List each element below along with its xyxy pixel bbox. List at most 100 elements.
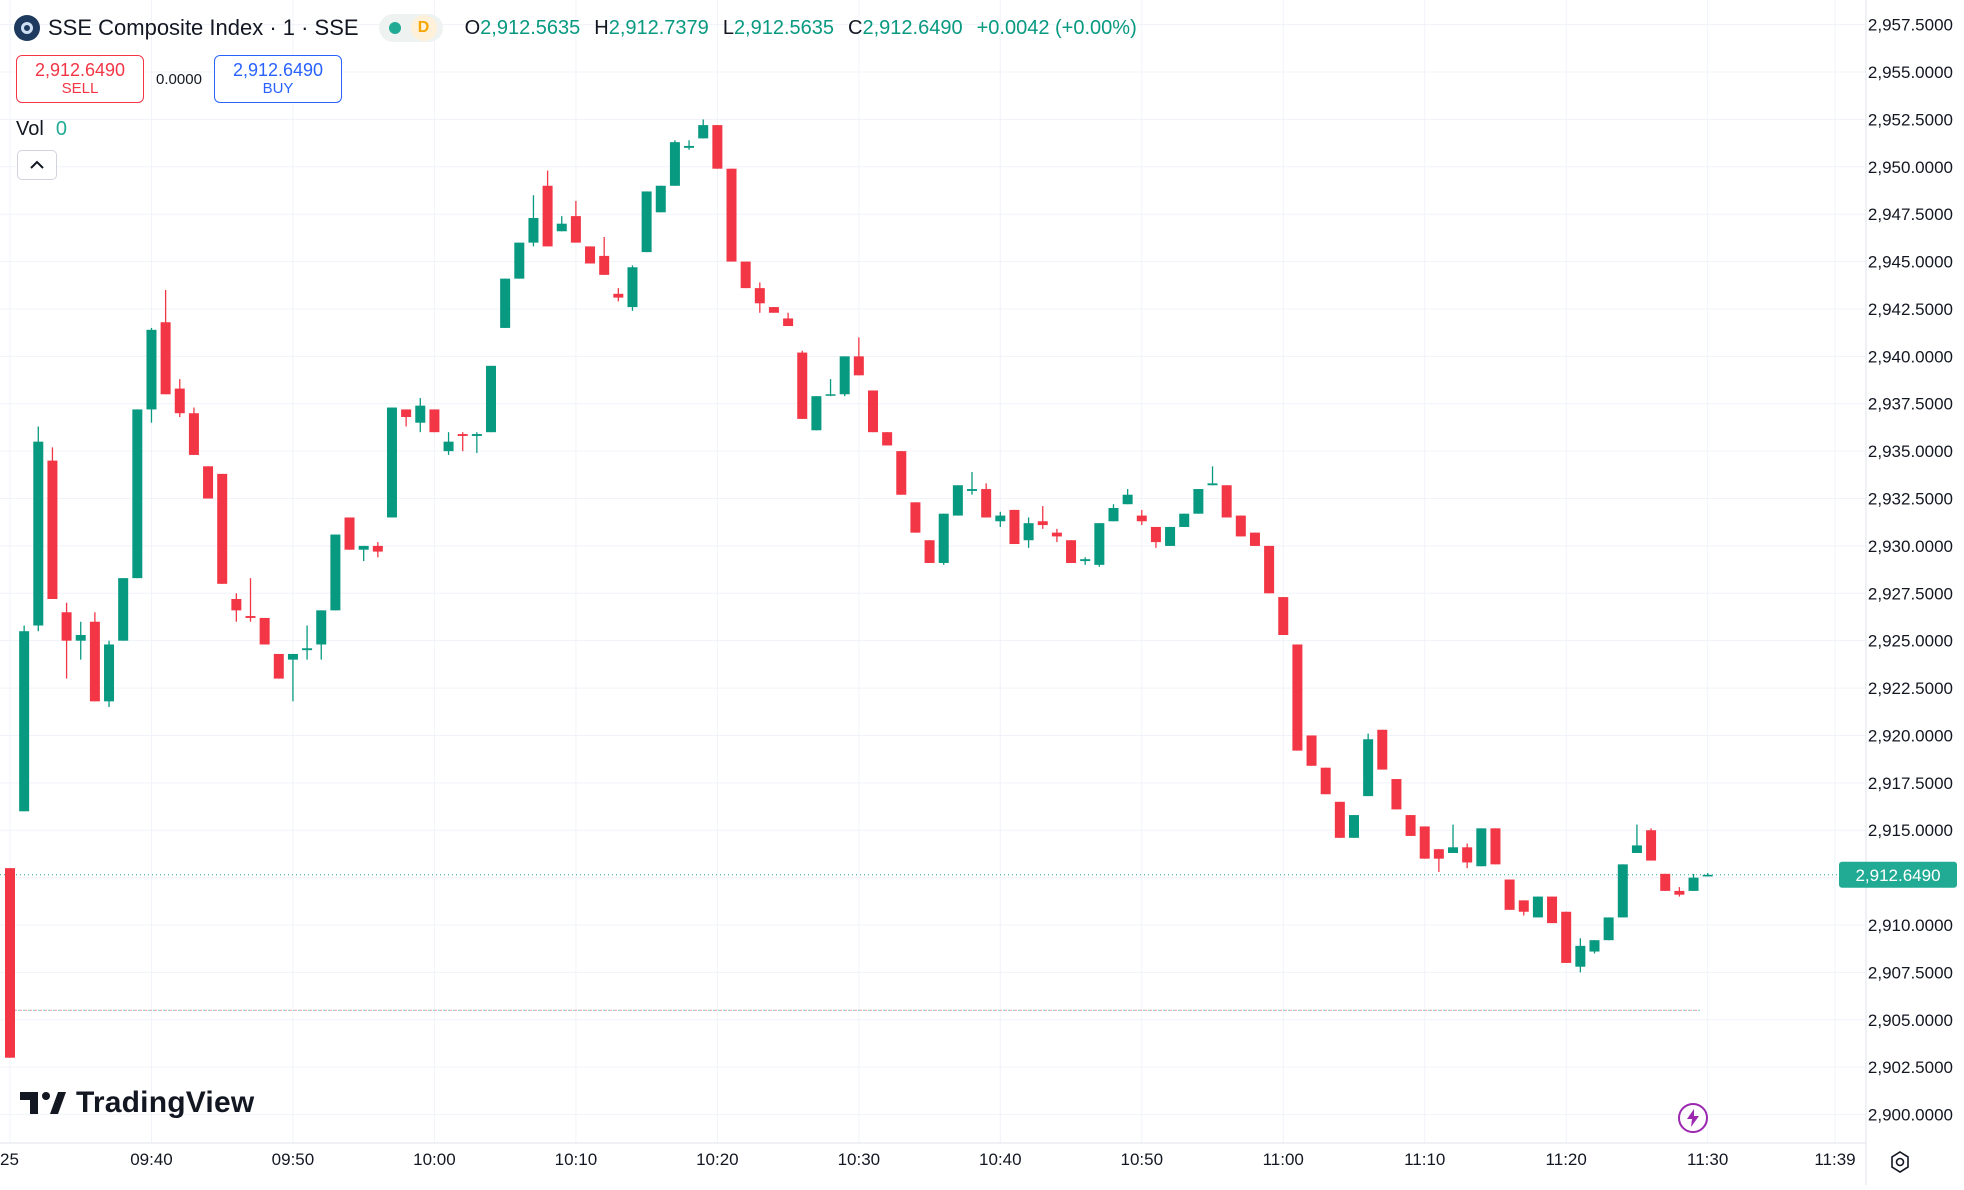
y-tick-label: 2,947.5000 <box>1868 205 1953 224</box>
candle-body <box>797 352 808 419</box>
candle-down <box>1051 528 1062 543</box>
market-status[interactable]: D <box>378 14 443 42</box>
candle-body <box>1165 526 1176 546</box>
candle-down <box>599 236 610 275</box>
candle-body <box>5 868 15 1058</box>
y-tick-label: 2,917.5000 <box>1868 774 1953 793</box>
candle-body <box>1080 559 1091 562</box>
reference-lines <box>0 874 1866 1011</box>
price-axis[interactable]: 2,900.0000 2,902.5000 2,905.0000 2,907.5000… <box>1839 0 1964 1185</box>
volume-legend[interactable]: Vol 0 <box>16 118 67 141</box>
trade-panel: 2,912.6490 SELL 0.0000 2,912.6490 BUY <box>16 55 342 103</box>
candle-up <box>967 471 978 495</box>
sell-price: 2,912.6490 <box>34 60 126 80</box>
candle-body <box>1433 849 1444 859</box>
flash-button[interactable] <box>1678 1103 1708 1133</box>
candle-body <box>924 540 935 563</box>
candle-down <box>1264 545 1275 594</box>
candle-up <box>358 545 369 562</box>
candle-down <box>344 517 355 550</box>
candle-body <box>1405 815 1416 836</box>
symbol-icon[interactable] <box>14 15 40 41</box>
candle-down <box>740 261 751 289</box>
y-tick-label: 2,907.5000 <box>1868 963 1953 982</box>
candle-body <box>698 125 709 139</box>
candle-body <box>783 318 794 327</box>
candle-body <box>1334 801 1345 838</box>
y-tick-label: 2,927.5000 <box>1868 584 1953 603</box>
candle-body <box>1292 644 1303 751</box>
candle-up <box>287 653 298 702</box>
candle-body <box>1094 523 1105 565</box>
candle-body <box>726 168 737 262</box>
time-axis[interactable]: 25 09:40 09:50 10:00 10:10 10:20 10:30 10:40 10:… <box>0 1142 1866 1169</box>
candle-down <box>797 350 808 419</box>
settings-button[interactable] <box>1884 1146 1916 1178</box>
symbol-title[interactable]: SSE Composite Index · 1 · SSE <box>48 15 359 40</box>
candle-body <box>1674 890 1685 895</box>
candle-body <box>1051 532 1062 537</box>
y-tick-label: 2,915.0000 <box>1868 821 1953 840</box>
candle-body <box>146 329 157 410</box>
current-price-label: 2,912.6490 <box>1855 866 1940 885</box>
candle-body <box>768 307 779 313</box>
candle-body <box>1476 828 1487 867</box>
candle-down <box>89 612 100 702</box>
y-tick-label: 2,932.5000 <box>1868 490 1953 509</box>
ohlc-close-key: C <box>848 16 863 39</box>
tradingview-logo[interactable]: TradingView <box>20 1086 254 1120</box>
candle-up <box>825 379 836 397</box>
candle-down <box>273 653 284 679</box>
tradingview-logo-icon <box>20 1092 66 1114</box>
candle-body <box>1603 917 1614 941</box>
candle-body <box>302 648 313 651</box>
candle-body <box>570 216 581 243</box>
candle-down <box>174 379 185 418</box>
candle-up <box>1165 526 1176 546</box>
candle-up <box>1603 917 1614 941</box>
candle-body <box>1108 508 1119 522</box>
y-tick-label: 2,955.0000 <box>1868 63 1953 82</box>
candle-up <box>118 578 129 641</box>
candle-body <box>1448 847 1459 853</box>
candle-down <box>1136 509 1147 526</box>
candle-up <box>627 265 638 311</box>
candle-down <box>160 290 171 395</box>
candle-body <box>839 356 850 395</box>
candle-body <box>75 635 86 641</box>
buy-button[interactable]: 2,912.6490 BUY <box>214 55 342 103</box>
candle-down <box>1660 873 1671 891</box>
candle-up <box>330 534 341 611</box>
candle-body <box>1264 545 1275 594</box>
candle-body <box>1391 779 1402 810</box>
candle-body <box>188 413 199 455</box>
candle-body <box>344 517 355 550</box>
sell-button[interactable]: 2,912.6490 SELL <box>16 55 144 103</box>
y-tick-label: 2,950.0000 <box>1868 158 1953 177</box>
current-price-tag <box>1839 861 1957 888</box>
candle-down <box>542 170 553 247</box>
candle-body <box>429 409 440 433</box>
y-tick-label: 2,935.0000 <box>1868 442 1953 461</box>
candle-body <box>599 255 610 275</box>
candle-down <box>1674 887 1685 897</box>
candle-up <box>104 640 115 708</box>
candle-down <box>712 125 723 169</box>
ohlc-low-value: 2,912.5635 <box>733 16 835 39</box>
candle-body <box>669 142 680 186</box>
candle-body <box>1660 873 1671 891</box>
candle-body <box>1348 815 1359 838</box>
candle-up <box>471 432 482 454</box>
candle-body <box>1066 540 1077 563</box>
candle-body <box>471 434 482 436</box>
candle-body <box>1518 900 1529 912</box>
collapse-legend-button[interactable] <box>17 150 57 180</box>
candle-down <box>429 409 440 433</box>
candle-down <box>457 432 468 452</box>
candle-down <box>203 466 214 499</box>
candle-body <box>712 125 723 169</box>
candle-body <box>528 217 539 243</box>
candle-body <box>287 653 298 660</box>
